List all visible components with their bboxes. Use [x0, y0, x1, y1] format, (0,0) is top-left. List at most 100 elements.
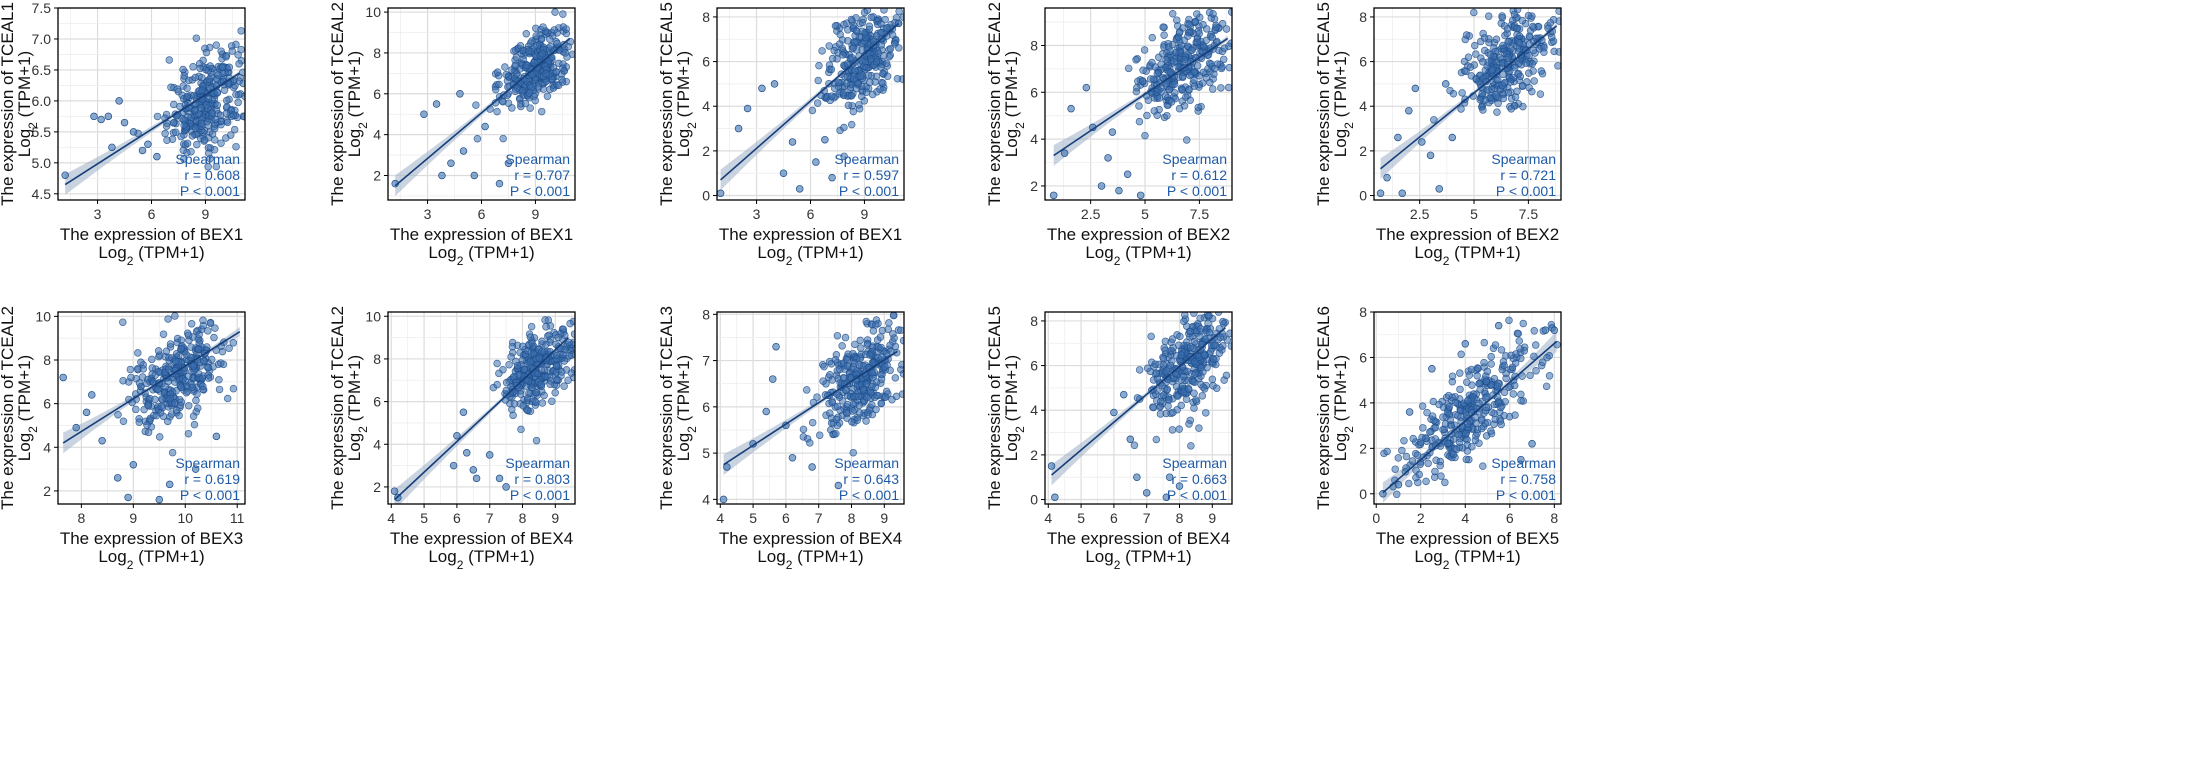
data-point: [167, 410, 176, 418]
y-tick-label: 7.5: [32, 0, 52, 16]
data-point: [815, 431, 824, 439]
data-point: [170, 100, 178, 109]
data-point: [1183, 367, 1191, 376]
data-point: [1496, 54, 1504, 62]
data-point: [1180, 317, 1188, 326]
data-point: [1168, 10, 1177, 18]
data-point: [1502, 374, 1510, 383]
data-point: [546, 336, 555, 344]
data-point: [207, 355, 216, 364]
x-tick-label: 7.5: [1190, 206, 1210, 222]
data-point: [895, 8, 903, 16]
data-point: [499, 134, 507, 143]
data-point: [187, 147, 195, 156]
data-point: [1517, 390, 1525, 399]
data-point: [509, 411, 517, 420]
data-point: [190, 420, 199, 429]
data-point: [1463, 378, 1471, 386]
data-point: [134, 349, 142, 357]
data-point: [542, 323, 550, 331]
y-tick-label: 0: [1030, 492, 1038, 508]
data-point: [518, 356, 527, 364]
data-point: [517, 425, 525, 434]
data-point: [1178, 85, 1186, 94]
data-point: [191, 73, 200, 82]
y-axis-unit: Log2 (TPM+1): [345, 51, 370, 157]
data-point: [876, 333, 885, 341]
data-point: [1202, 36, 1211, 45]
data-point: [177, 344, 185, 353]
data-point: [88, 391, 96, 399]
data-point: [851, 340, 859, 349]
data-point: [154, 385, 162, 393]
x-tick-label: 8: [1176, 510, 1184, 526]
data-point: [565, 352, 573, 360]
data-point: [191, 106, 199, 115]
data-point: [877, 399, 885, 408]
data-point: [1473, 371, 1481, 380]
data-point: [788, 138, 797, 146]
data-point: [1166, 361, 1175, 370]
data-point: [1439, 413, 1447, 421]
data-point: [223, 118, 232, 127]
data-point: [153, 152, 161, 161]
data-point: [1391, 465, 1399, 473]
data-point: [1408, 457, 1417, 465]
data-point: [1455, 438, 1464, 447]
data-point: [828, 376, 837, 384]
data-point: [898, 360, 904, 369]
data-point: [758, 84, 766, 93]
data-point: [814, 76, 822, 85]
x-tick-label: 5: [1077, 510, 1085, 526]
data-point: [827, 360, 836, 368]
data-point: [143, 421, 151, 429]
data-point: [1167, 98, 1176, 106]
data-point: [1479, 58, 1487, 66]
data-point: [859, 386, 867, 394]
data-point: [1173, 22, 1182, 30]
data-point: [59, 373, 67, 382]
data-point: [1510, 10, 1519, 19]
regression-line: [1380, 25, 1558, 170]
data-point: [772, 342, 780, 351]
data-point: [843, 362, 852, 370]
y-axis-unit: Log2 (TPM+1): [345, 355, 370, 461]
regression-line: [394, 337, 569, 501]
data-point: [1441, 478, 1449, 487]
y-tick-label: 8: [1359, 9, 1367, 25]
data-point: [1211, 341, 1220, 349]
data-point: [189, 362, 198, 370]
data-point: [1149, 75, 1158, 83]
method-label: Spearman: [1162, 455, 1227, 471]
x-tick-label: 3: [424, 206, 432, 222]
data-point: [842, 79, 851, 88]
x-axis-unit: Log2 (TPM+1): [98, 243, 204, 268]
data-point: [202, 48, 211, 57]
data-point: [1507, 105, 1515, 113]
plot-frame: [1044, 7, 1233, 201]
data-point: [1204, 319, 1212, 328]
data-point: [184, 401, 193, 410]
y-tick-label: 8: [1030, 313, 1038, 329]
data-point: [1482, 77, 1490, 86]
data-point: [129, 128, 138, 136]
method-label: Spearman: [1491, 455, 1556, 471]
data-point: [1398, 189, 1407, 198]
x-axis-title: The expression of BEX3: [60, 529, 243, 548]
data-point: [815, 61, 823, 70]
data-point: [1191, 370, 1199, 378]
y-tick-label: 6: [1030, 358, 1038, 374]
x-axis-unit: Log2 (TPM+1): [428, 243, 534, 268]
data-point: [862, 317, 871, 326]
y-tick-label: 6.5: [32, 62, 52, 78]
data-point: [880, 51, 888, 60]
data-point: [510, 372, 518, 381]
data-point: [857, 92, 866, 101]
data-point: [180, 121, 188, 129]
data-point: [206, 319, 215, 327]
data-point: [144, 401, 152, 409]
data-point: [848, 54, 856, 62]
x-tick-label: 11: [230, 510, 245, 526]
